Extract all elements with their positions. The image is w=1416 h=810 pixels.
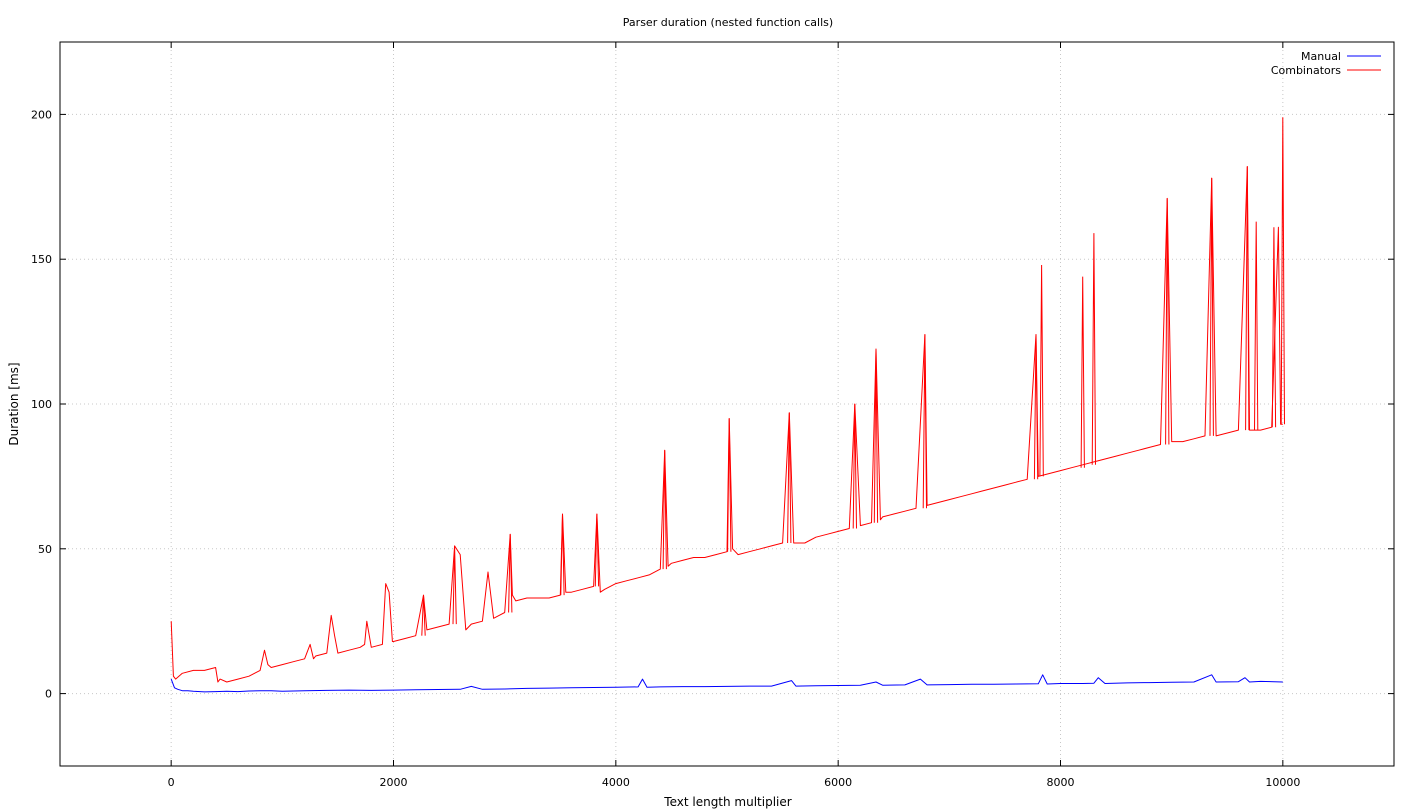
combinators-spike	[560, 513, 565, 596]
combinators-spike	[922, 334, 927, 509]
y-tick-label: 50	[38, 543, 52, 556]
x-tick-label: 10000	[1265, 776, 1300, 789]
combinators-spike	[1245, 166, 1250, 431]
x-tick-label: 0	[168, 776, 175, 789]
x-tick-label: 8000	[1047, 776, 1075, 789]
grid-lines	[60, 42, 1394, 766]
legend-label-manual: Manual	[1301, 50, 1341, 63]
combinators-spike	[1033, 334, 1039, 480]
series-line-manual	[170, 674, 1283, 693]
combinators-spike	[1165, 198, 1170, 445]
combinators-spike	[1091, 233, 1096, 465]
combinators-spike	[873, 348, 879, 523]
combinators-spike	[1254, 221, 1259, 431]
combinators-spike	[1039, 264, 1044, 477]
x-tick-label: 6000	[824, 776, 852, 789]
y-tick-label: 0	[45, 688, 52, 701]
y-tick-label: 150	[31, 253, 52, 266]
combinators-spike	[662, 450, 667, 570]
x-tick-label: 2000	[380, 776, 408, 789]
combinators-spike	[787, 412, 792, 544]
combinators-spike	[1209, 178, 1214, 436]
combinators-spike	[1280, 117, 1285, 425]
x-tick-label: 4000	[602, 776, 630, 789]
combinators-spike	[852, 403, 857, 529]
combinators-spike	[727, 418, 732, 552]
series-lines	[170, 117, 1285, 693]
x-axis-label: Text length multiplier	[663, 795, 791, 809]
combinators-spike	[421, 595, 426, 636]
combinators-spike	[452, 545, 457, 625]
y-tick-label: 100	[31, 398, 52, 411]
y-axis-label: Duration [ms]	[7, 362, 21, 445]
combinators-spike	[1080, 276, 1085, 468]
legend: Manual Combinators	[1271, 50, 1381, 77]
combinators-spike	[594, 513, 600, 587]
series-line-combinators	[170, 166, 1283, 683]
combinators-spike	[1271, 227, 1277, 428]
chart-title: Parser duration (nested function calls)	[623, 16, 833, 29]
axis-ticks: 0 2000 4000 6000 8000 10000 0 50 100 150 200	[31, 42, 1394, 789]
combinators-spike	[508, 534, 513, 613]
y-tick-label: 200	[31, 108, 52, 121]
legend-label-combinators: Combinators	[1271, 64, 1341, 77]
